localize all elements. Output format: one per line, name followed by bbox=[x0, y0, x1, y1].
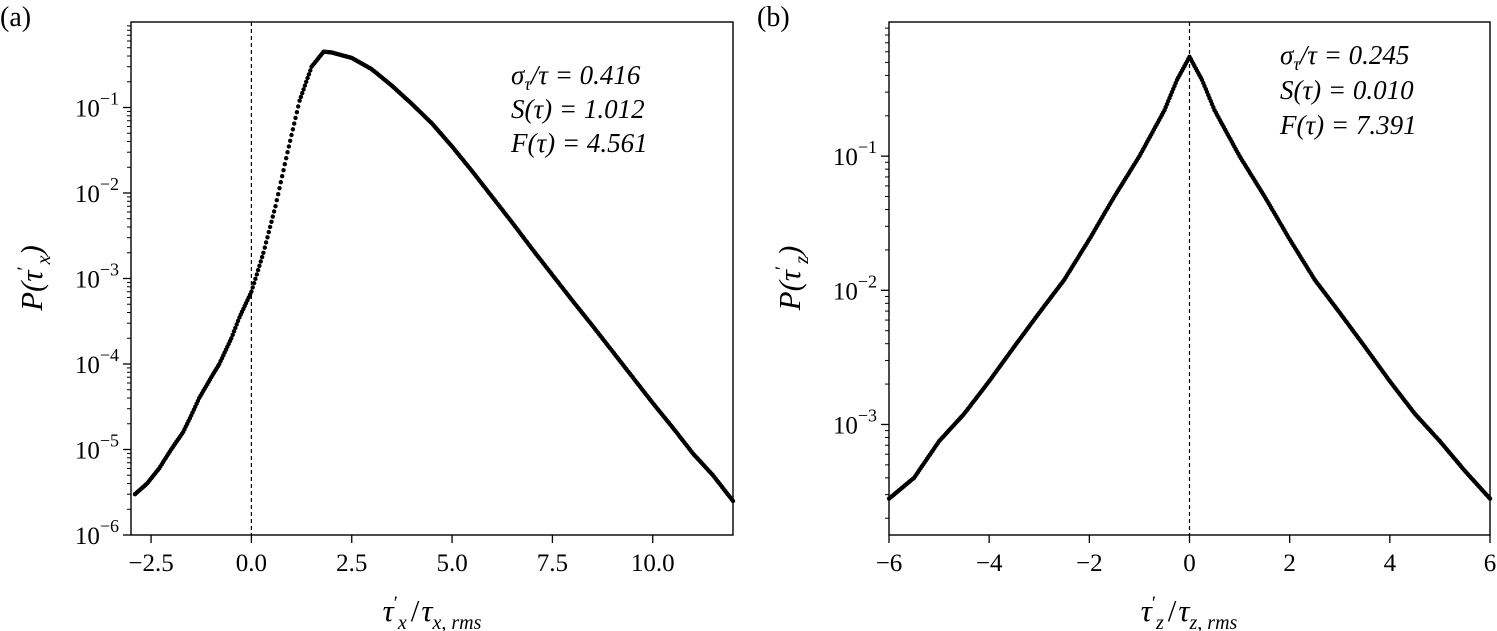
data-point bbox=[263, 240, 269, 245]
data-point bbox=[234, 322, 239, 327]
data-point bbox=[277, 186, 282, 191]
panel-b-data-points bbox=[886, 54, 1493, 501]
data-point bbox=[262, 245, 267, 250]
panel-a-x-ticks: −2.5 0.0 2.5 5.0 7.5 10.0 bbox=[128, 535, 675, 577]
x-tick-label: 7.5 bbox=[537, 550, 568, 577]
panel-b-annotation-line-2: S(τ) = 0.010 bbox=[1280, 75, 1414, 105]
data-point bbox=[251, 280, 257, 286]
panel-a-annotation: στ/τ = 0.416 S(τ) = 1.012 F(τ) = 4.561 bbox=[510, 60, 648, 158]
data-point bbox=[229, 336, 234, 341]
x-tick-label: −2.5 bbox=[128, 550, 173, 577]
data-point bbox=[274, 198, 279, 203]
data-point bbox=[230, 332, 235, 337]
data-point bbox=[250, 285, 255, 290]
x-tick-label: 2.5 bbox=[336, 550, 367, 577]
x-tick-label: 0.0 bbox=[236, 550, 267, 577]
data-point bbox=[267, 224, 273, 230]
panel-a-label: (a) bbox=[0, 2, 31, 33]
x-tick-label: 6 bbox=[1484, 550, 1497, 577]
data-point bbox=[265, 235, 270, 240]
data-point bbox=[300, 91, 305, 96]
data-point bbox=[302, 83, 308, 88]
panel-a-annotation-line-2: S(τ) = 1.012 bbox=[511, 94, 645, 124]
x-tick-label: −2 bbox=[1076, 550, 1103, 577]
panel-b-label: (b) bbox=[757, 2, 790, 33]
data-point bbox=[298, 94, 304, 100]
data-point bbox=[286, 144, 292, 149]
panel-a-data-points bbox=[132, 49, 736, 504]
x-tick-label: −6 bbox=[876, 550, 903, 577]
data-point bbox=[284, 156, 289, 161]
data-point bbox=[305, 75, 310, 81]
data-point bbox=[233, 325, 238, 331]
data-point bbox=[255, 267, 261, 273]
panel-a-x-axis-label: τ′x/τx, rms bbox=[383, 593, 482, 631]
data-point bbox=[276, 192, 281, 197]
data-point bbox=[253, 276, 258, 281]
panel-b: (b) −6 −4 −2 0 2 4 6 10−310−210−1 τ′z/τz, rms … bbox=[757, 2, 1496, 631]
x-tick-label: 4 bbox=[1384, 550, 1397, 577]
data-point bbox=[293, 115, 298, 121]
panel-a-annotation-line-3: F(τ) = 4.561 bbox=[510, 128, 648, 158]
data-point bbox=[282, 162, 287, 167]
data-point bbox=[308, 68, 313, 73]
data-point bbox=[301, 87, 306, 92]
data-point bbox=[271, 209, 277, 214]
x-tick-label: 5.0 bbox=[436, 550, 467, 577]
data-point bbox=[235, 318, 241, 324]
data-point bbox=[259, 254, 265, 260]
panel-b-annotation-line-3: F(τ) = 7.391 bbox=[1279, 110, 1417, 140]
data-point bbox=[257, 263, 262, 268]
data-point bbox=[278, 180, 283, 185]
x-tick-label: 10.0 bbox=[631, 550, 675, 577]
panel-b-x-ticks: −6 −4 −2 0 2 4 6 bbox=[876, 535, 1497, 577]
data-point bbox=[290, 127, 296, 132]
panel-a-annotation-line-1: στ/τ = 0.416 bbox=[511, 60, 641, 94]
y-tick-label: 10−3 bbox=[833, 405, 877, 439]
data-point bbox=[249, 289, 254, 294]
x-tick-label: −4 bbox=[976, 550, 1003, 577]
data-point bbox=[258, 259, 263, 264]
x-tick-label: 0 bbox=[1183, 550, 1196, 577]
data-point bbox=[261, 250, 266, 255]
data-point bbox=[273, 204, 278, 209]
data-point bbox=[292, 121, 297, 126]
data-point bbox=[270, 214, 275, 219]
panel-b-x-axis-label: τ′z/τz, rms bbox=[1141, 593, 1238, 631]
y-tick-label: 10−5 bbox=[75, 431, 119, 465]
data-point bbox=[285, 150, 290, 155]
y-tick-label: 10−2 bbox=[75, 174, 119, 208]
data-point bbox=[306, 72, 312, 77]
data-point bbox=[288, 138, 293, 143]
y-tick-label: 10−6 bbox=[75, 516, 119, 550]
data-point bbox=[269, 219, 274, 224]
y-tick-label: 10−4 bbox=[75, 345, 119, 379]
x-tick-label: 2 bbox=[1283, 550, 1296, 577]
y-tick-label: 10−1 bbox=[75, 89, 119, 123]
data-point bbox=[254, 272, 259, 277]
y-tick-label: 10−2 bbox=[833, 271, 877, 305]
panel-a-y-axis-label: P(τ′x) bbox=[14, 245, 55, 312]
panel-b-y-ticks: 10−3 10−2 10−1 bbox=[833, 137, 889, 439]
panel-b-annotation-line-1: στ/τ = 0.245 bbox=[1280, 40, 1409, 74]
data-point bbox=[297, 98, 302, 103]
panel-a: (a) −2.5 0.0 2.5 5.0 7.5 10.0 10−610−510−410−… bbox=[0, 2, 736, 631]
y-tick-label: 10−1 bbox=[833, 137, 877, 171]
panel-a-y-ticks: 10−6 10−5 10−4 10−3 10−2 10−1 bbox=[75, 89, 131, 550]
data-point bbox=[289, 132, 294, 138]
data-point bbox=[296, 104, 301, 109]
panel-b-annotation: στ/τ = 0.245 S(τ) = 0.010 F(τ) = 7.391 bbox=[1279, 40, 1417, 140]
data-point bbox=[280, 174, 285, 179]
data-point bbox=[266, 229, 271, 235]
panel-b-y-axis-label: P(τ′z) bbox=[772, 246, 813, 312]
data-point bbox=[294, 110, 300, 115]
y-tick-label: 10−3 bbox=[75, 260, 119, 294]
data-point bbox=[304, 79, 309, 85]
data-point bbox=[281, 168, 286, 173]
data-point bbox=[231, 329, 237, 334]
